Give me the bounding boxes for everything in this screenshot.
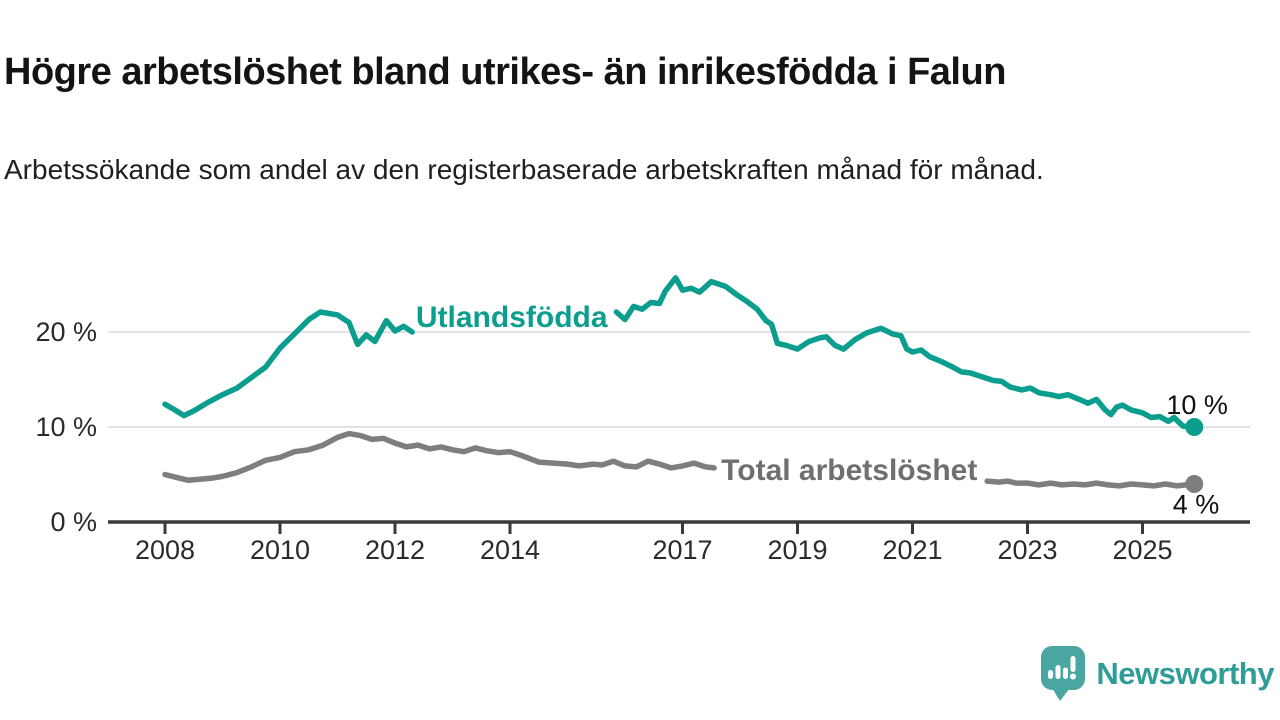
series-line-utlandsfodda	[162, 309, 415, 419]
x-axis-label: 2021	[882, 535, 942, 565]
x-axis-label: 2012	[365, 535, 425, 565]
series-label-total-arbetsloshet: Total arbetslöshet	[721, 454, 977, 487]
x-axis-label: 2008	[135, 535, 195, 565]
series-label-utlandsfodda: Utlandsfödda	[416, 301, 608, 334]
y-axis-label: 0 %	[50, 507, 97, 537]
end-dot-utlandsfodda	[1185, 418, 1204, 436]
x-axis-label: 2025	[1112, 535, 1172, 565]
newsworthy-wordmark: Newsworthy	[1096, 655, 1274, 691]
x-axis-label: 2017	[652, 535, 712, 565]
series-line-utlandsfodda	[613, 275, 1198, 430]
end-dot-total-arbetsloshet	[1185, 475, 1204, 493]
end-value-label-utlandsfodda: 10 %	[1166, 390, 1228, 420]
series-line-total-arbetsloshet	[984, 478, 1198, 489]
page-title: Högre arbetslöshet bland utrikes- än inr…	[4, 51, 1006, 94]
y-axis-label: 20 %	[35, 317, 97, 347]
newsworthy-speech-bubble-chart-icon	[1041, 646, 1086, 701]
y-axis-label: 10 %	[35, 412, 97, 442]
end-value-label-total-arbetsloshet: 4 %	[1173, 489, 1220, 519]
x-axis-label: 2010	[250, 535, 310, 565]
series-line-total-arbetsloshet	[162, 430, 717, 483]
x-axis-label: 2019	[767, 535, 827, 565]
chart-subtitle: Arbetssökande som andel av den registerb…	[4, 154, 1044, 185]
x-axis-label: 2023	[997, 535, 1057, 565]
x-axis-label: 2014	[480, 535, 540, 565]
newsworthy-logo: Newsworthy	[1040, 645, 1274, 702]
